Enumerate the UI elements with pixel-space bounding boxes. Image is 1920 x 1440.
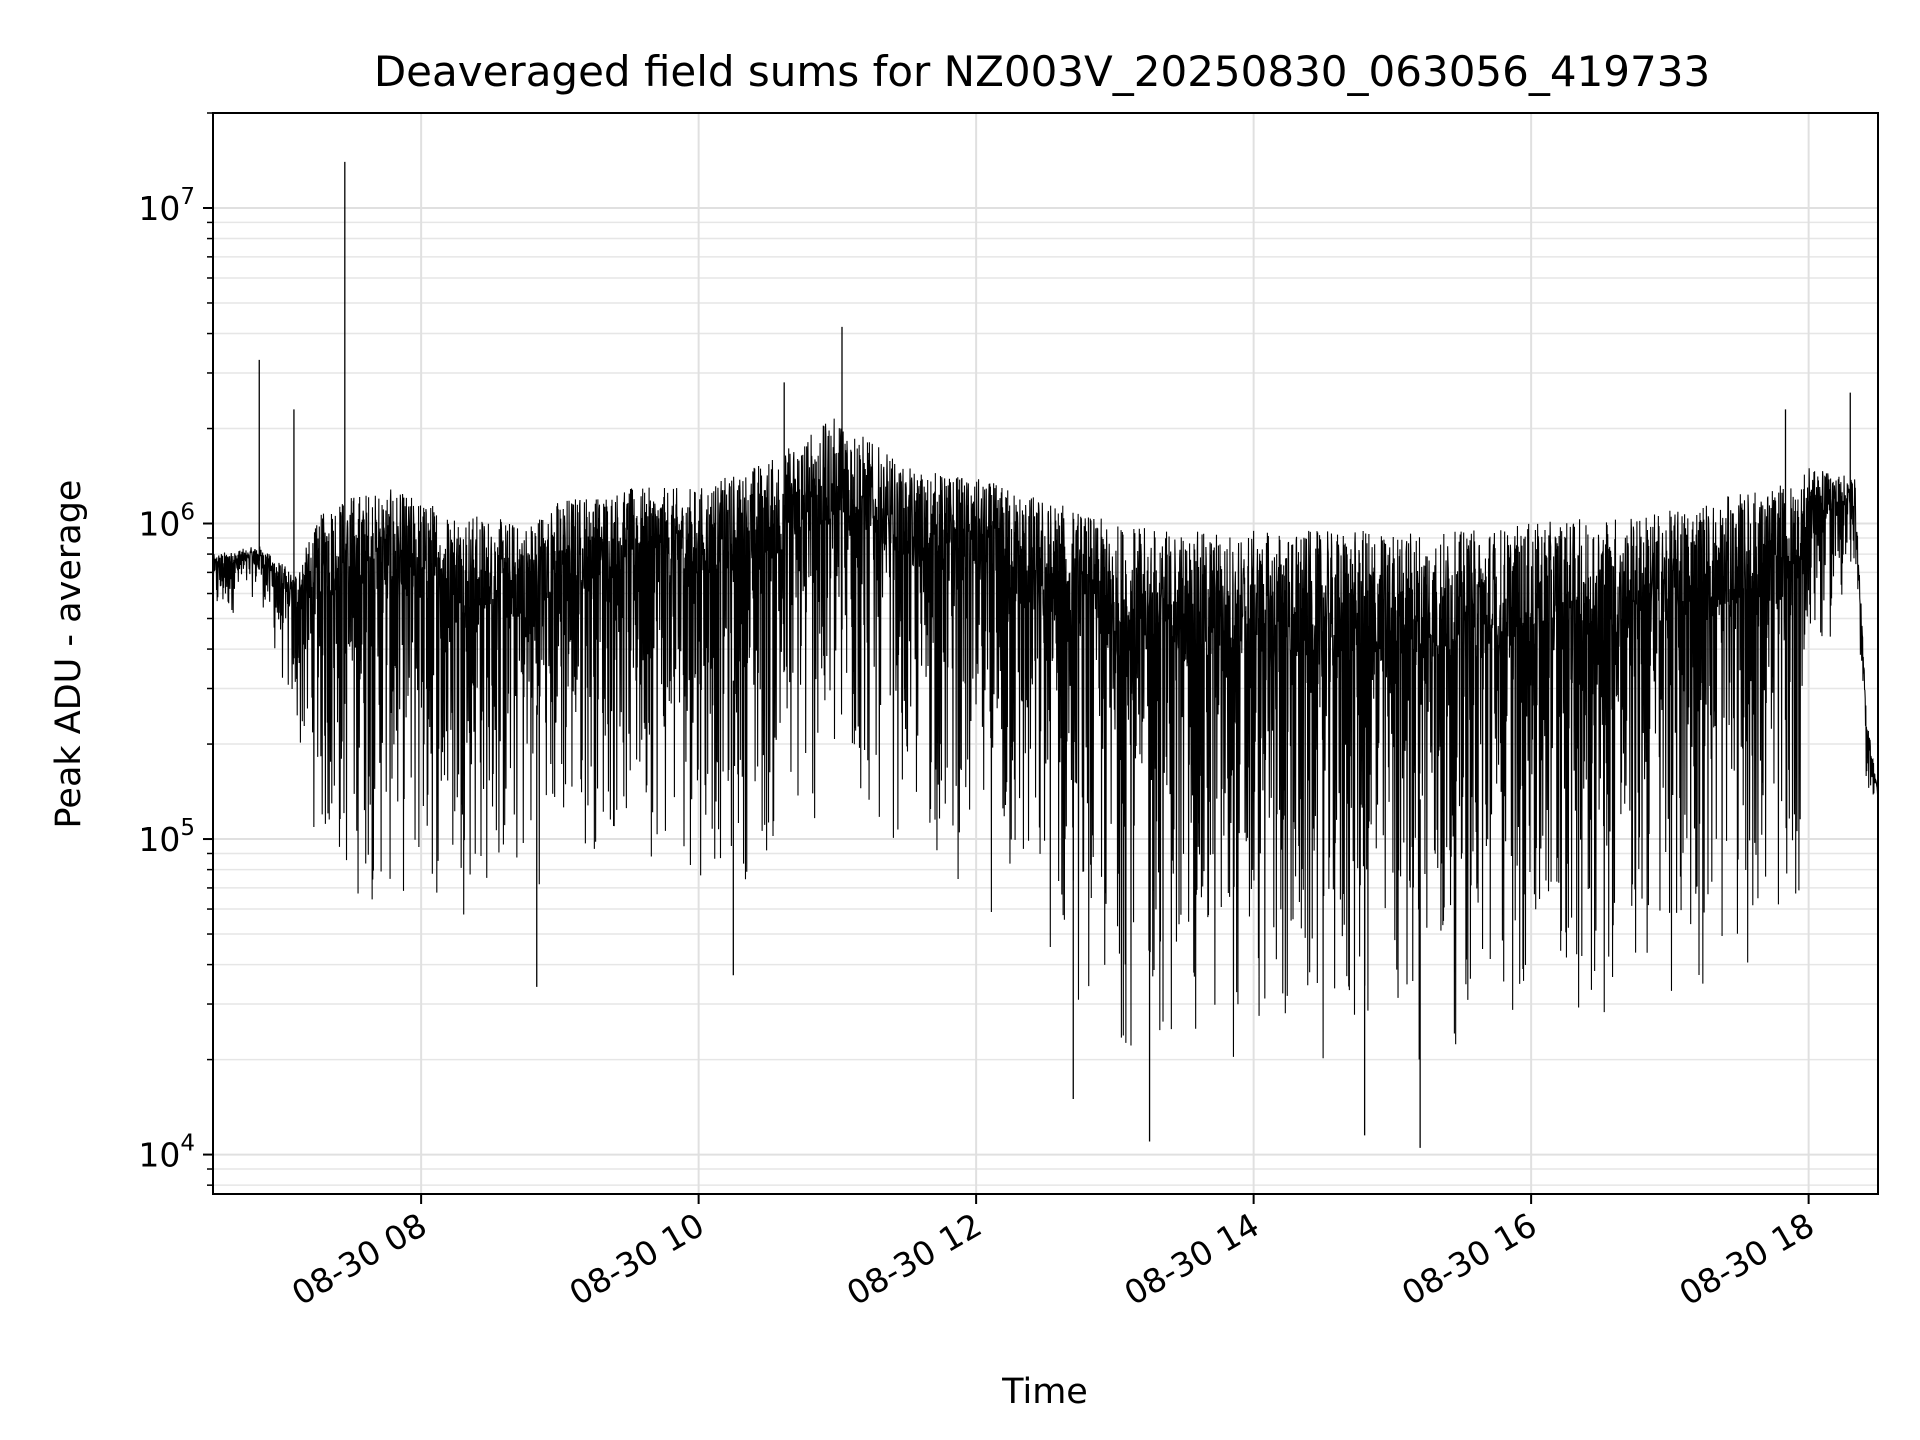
x-axis-label: Time	[1001, 1372, 1088, 1412]
series-line	[213, 161, 1878, 1148]
y-tick-label: 104	[138, 1131, 195, 1175]
y-tick-label: 107	[138, 184, 195, 228]
plot-frame	[212, 112, 1879, 1195]
y-tick-label: 106	[138, 500, 195, 544]
y-axis: 104 105 106 107	[138, 112, 213, 1186]
y-tick-label: 105	[138, 815, 195, 859]
chart-title: Deaveraged field sums for NZ003V_2025083…	[374, 47, 1710, 96]
y-axis-label: Peak ADU - average	[49, 480, 89, 829]
series-path	[213, 418, 1878, 1060]
